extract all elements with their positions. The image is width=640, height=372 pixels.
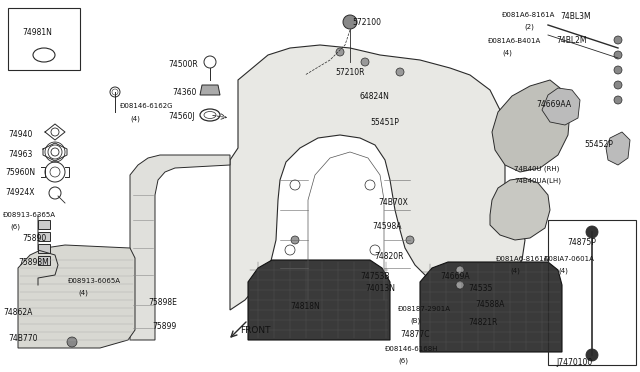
Polygon shape bbox=[230, 45, 525, 310]
Text: Ð08187-2901A: Ð08187-2901A bbox=[398, 306, 451, 312]
Text: (4): (4) bbox=[502, 50, 512, 57]
Text: 75890: 75890 bbox=[22, 234, 46, 243]
Text: Ð08146-6162G: Ð08146-6162G bbox=[120, 103, 173, 109]
Circle shape bbox=[586, 226, 598, 238]
Text: 55452P: 55452P bbox=[584, 140, 613, 149]
Text: 57210R: 57210R bbox=[335, 68, 365, 77]
Text: (4): (4) bbox=[558, 268, 568, 275]
Circle shape bbox=[396, 68, 404, 76]
Circle shape bbox=[343, 15, 357, 29]
Polygon shape bbox=[38, 244, 50, 253]
Polygon shape bbox=[420, 262, 562, 352]
Text: 64824N: 64824N bbox=[360, 92, 390, 101]
Circle shape bbox=[614, 96, 622, 104]
Polygon shape bbox=[38, 232, 50, 241]
Text: J7470100: J7470100 bbox=[556, 358, 592, 367]
Text: 75898E: 75898E bbox=[148, 298, 177, 307]
Text: 74862A: 74862A bbox=[3, 308, 33, 317]
Text: Ð081A6-B401A: Ð081A6-B401A bbox=[488, 38, 541, 44]
Circle shape bbox=[291, 236, 299, 244]
Text: 74924X: 74924X bbox=[5, 188, 35, 197]
Polygon shape bbox=[492, 80, 570, 172]
Text: 74500R: 74500R bbox=[168, 60, 198, 69]
Text: 74669A: 74669A bbox=[440, 272, 470, 281]
Text: Ð08146-6168H: Ð08146-6168H bbox=[385, 346, 438, 352]
Circle shape bbox=[67, 337, 77, 347]
Polygon shape bbox=[130, 155, 230, 340]
Text: 572100: 572100 bbox=[352, 18, 381, 27]
Polygon shape bbox=[38, 220, 50, 229]
Text: 75960N: 75960N bbox=[5, 168, 35, 177]
Text: 74360: 74360 bbox=[172, 88, 196, 97]
Text: 74013N: 74013N bbox=[365, 284, 395, 293]
Text: 55451P: 55451P bbox=[370, 118, 399, 127]
Polygon shape bbox=[18, 245, 135, 348]
Text: 74B40UA(LH): 74B40UA(LH) bbox=[514, 177, 561, 183]
Text: 74588A: 74588A bbox=[475, 300, 504, 309]
Text: 74BL3M: 74BL3M bbox=[560, 12, 591, 21]
Text: 74753B: 74753B bbox=[360, 272, 390, 281]
Text: FRONT: FRONT bbox=[240, 326, 271, 335]
Text: Ð08913-6065A: Ð08913-6065A bbox=[68, 278, 121, 284]
Text: 74BL2M: 74BL2M bbox=[556, 36, 586, 45]
Text: 74598A: 74598A bbox=[372, 222, 401, 231]
Polygon shape bbox=[606, 132, 630, 165]
Circle shape bbox=[586, 349, 598, 361]
Text: 74821R: 74821R bbox=[468, 318, 497, 327]
Circle shape bbox=[456, 266, 464, 274]
Circle shape bbox=[614, 36, 622, 44]
Circle shape bbox=[456, 281, 464, 289]
Circle shape bbox=[406, 236, 414, 244]
Bar bbox=[548, 220, 636, 365]
Bar bbox=[8, 8, 80, 70]
Text: (6): (6) bbox=[398, 358, 408, 365]
Polygon shape bbox=[490, 178, 550, 240]
Text: (B): (B) bbox=[410, 318, 420, 324]
Text: (4): (4) bbox=[130, 115, 140, 122]
Polygon shape bbox=[38, 256, 50, 265]
Text: 74875P: 74875P bbox=[567, 238, 596, 247]
Polygon shape bbox=[200, 85, 220, 95]
Text: 74981N: 74981N bbox=[22, 28, 52, 37]
Text: Ð081A6-8161A: Ð081A6-8161A bbox=[502, 12, 556, 18]
Text: 74818N: 74818N bbox=[290, 302, 320, 311]
Text: 74963: 74963 bbox=[8, 150, 33, 159]
Circle shape bbox=[336, 48, 344, 56]
Text: (4): (4) bbox=[78, 290, 88, 296]
Text: Ð08IA7-0601A: Ð08IA7-0601A bbox=[544, 256, 595, 262]
Text: 74B70X: 74B70X bbox=[378, 198, 408, 207]
Polygon shape bbox=[248, 260, 390, 340]
Text: 74669AA: 74669AA bbox=[536, 100, 571, 109]
Text: 74B40U (RH): 74B40U (RH) bbox=[514, 165, 559, 171]
Text: 74535: 74535 bbox=[468, 284, 492, 293]
Text: 74820R: 74820R bbox=[374, 252, 403, 261]
Text: 75898M: 75898M bbox=[18, 258, 49, 267]
Text: 75899: 75899 bbox=[152, 322, 176, 331]
Text: 74877C: 74877C bbox=[400, 330, 429, 339]
Circle shape bbox=[614, 81, 622, 89]
Circle shape bbox=[614, 51, 622, 59]
Text: Ð08913-6365A: Ð08913-6365A bbox=[3, 212, 56, 218]
Circle shape bbox=[614, 66, 622, 74]
Polygon shape bbox=[542, 88, 580, 125]
Circle shape bbox=[361, 58, 369, 66]
Text: (4): (4) bbox=[510, 268, 520, 275]
Text: Ð081A6-8161A: Ð081A6-8161A bbox=[496, 256, 549, 262]
Text: (2): (2) bbox=[524, 24, 534, 31]
Text: 74560J: 74560J bbox=[168, 112, 195, 121]
Text: (6): (6) bbox=[10, 223, 20, 230]
Text: 74B770: 74B770 bbox=[8, 334, 38, 343]
Text: 74940: 74940 bbox=[8, 130, 33, 139]
